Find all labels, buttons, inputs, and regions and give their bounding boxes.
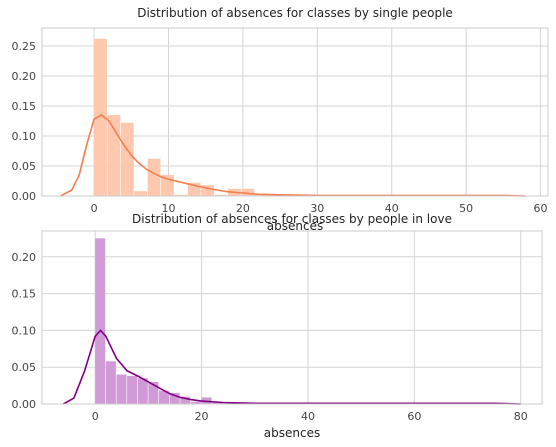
histogram-bars	[94, 38, 295, 196]
histogram-bar	[169, 392, 180, 404]
y-tick-label: 0.00	[12, 398, 37, 411]
histogram-bar	[94, 38, 107, 196]
x-tick-label: 30	[310, 202, 324, 215]
x-tick-label: 60	[407, 410, 421, 423]
histogram-bar	[180, 396, 191, 404]
y-tick-label: 0.20	[12, 251, 37, 264]
x-tick-label: 10	[162, 202, 176, 215]
x-tick-label: 80	[514, 410, 528, 423]
histogram-bar	[127, 376, 138, 404]
x-tick-label: 40	[385, 202, 399, 215]
histogram-bar	[95, 238, 106, 404]
histogram-bar	[201, 185, 215, 196]
histogram-bar	[214, 194, 228, 196]
y-tick-labels: 0.00 0.05 0.10 0.15 0.20	[12, 251, 37, 411]
y-tick-label: 0.15	[12, 100, 37, 113]
chart-single-people: 0 10 20 30 40 50 60 0.00 0.05 0.10 0.15 0.20 0.25 D…	[12, 6, 549, 233]
histogram-bar	[107, 115, 121, 196]
y-tick-label: 0.20	[12, 70, 37, 83]
kde-line	[62, 329, 521, 405]
histogram-bar	[137, 378, 148, 404]
histogram-bar	[148, 381, 159, 404]
histogram-bar	[147, 158, 161, 196]
kde-line	[60, 114, 526, 197]
chart-title: Distribution of absences for classes by …	[137, 6, 453, 20]
histogram-bar	[241, 188, 255, 196]
y-tick-labels: 0.00 0.05 0.10 0.15 0.20 0.25	[12, 40, 37, 203]
x-tick-label: 60	[534, 202, 548, 215]
x-tick-label: 20	[236, 202, 250, 215]
y-tick-label: 0.05	[12, 160, 37, 173]
histogram-bar	[134, 191, 148, 196]
x-tick-label: 0	[92, 410, 99, 423]
plot-frame	[41, 27, 549, 197]
y-tick-label: 0.05	[12, 361, 37, 374]
x-tick-labels: 0 10 20 30 40 50 60	[91, 202, 548, 215]
y-tick-label: 0.10	[12, 324, 37, 337]
x-tick-labels: 0 20 40 60 80	[92, 410, 528, 423]
x-tick-label: 0	[91, 202, 98, 215]
histogram-bar	[116, 374, 127, 404]
histogram-bar	[174, 194, 188, 196]
x-tick-label: 40	[301, 410, 315, 423]
y-tick-label: 0.15	[12, 288, 37, 301]
chart-people-in-love: 0 20 40 60 80 0.00 0.05 0.10 0.15 0.20 Distribut…	[12, 212, 543, 440]
x-axis-label: absences	[264, 426, 320, 440]
y-tick-label: 0.00	[12, 190, 37, 203]
histogram-bar	[212, 402, 223, 404]
x-tick-label: 50	[459, 202, 473, 215]
y-tick-label: 0.10	[12, 130, 37, 143]
y-tick-label: 0.25	[12, 40, 37, 53]
histogram-bar	[120, 122, 134, 196]
histogram-bar	[159, 390, 170, 404]
histogram-bar	[254, 194, 268, 196]
plot-frame	[41, 230, 543, 405]
x-tick-label: 20	[195, 410, 209, 423]
histogram-bar	[105, 361, 116, 404]
histogram-bar	[190, 401, 201, 404]
x-axis-label: absences	[267, 219, 323, 233]
chart-title: Distribution of absences for classes by …	[132, 212, 452, 226]
